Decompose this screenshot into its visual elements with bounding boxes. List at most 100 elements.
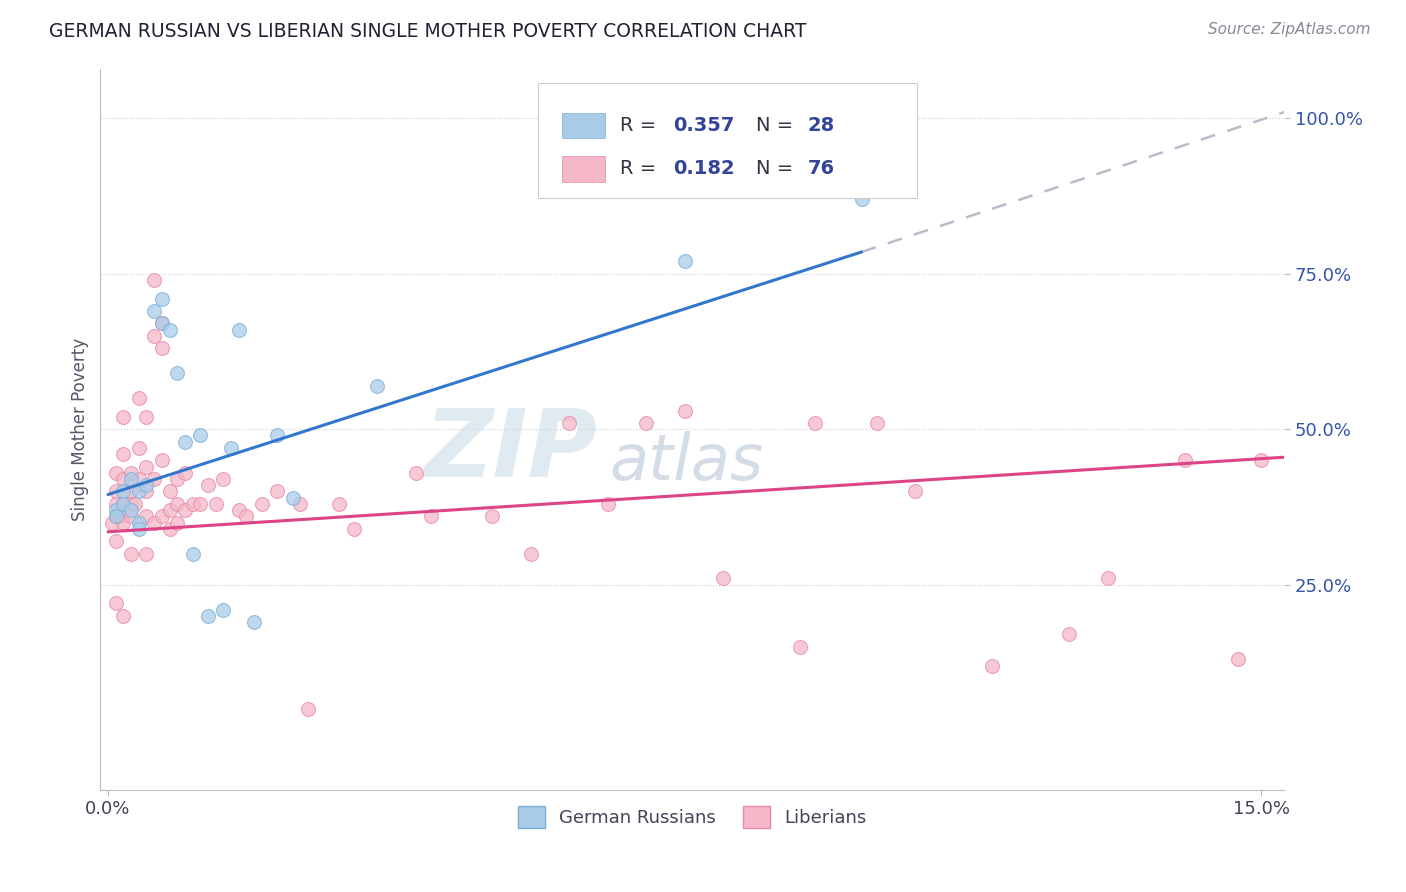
Point bbox=[266, 484, 288, 499]
Point bbox=[112, 409, 135, 424]
Point bbox=[150, 342, 173, 356]
Point bbox=[104, 534, 127, 549]
Point bbox=[128, 472, 150, 486]
Point bbox=[120, 503, 142, 517]
Point bbox=[128, 516, 150, 530]
Point bbox=[143, 273, 166, 287]
Point bbox=[112, 472, 135, 486]
Point bbox=[104, 509, 127, 524]
Point bbox=[120, 547, 142, 561]
Text: ZIP: ZIP bbox=[425, 405, 598, 497]
Point bbox=[166, 472, 188, 486]
Point bbox=[143, 516, 166, 530]
Point bbox=[197, 478, 219, 492]
Point bbox=[112, 497, 135, 511]
Point bbox=[150, 453, 173, 467]
Point bbox=[159, 484, 181, 499]
Point bbox=[150, 509, 173, 524]
Point bbox=[128, 522, 150, 536]
Point bbox=[128, 484, 150, 499]
Point bbox=[405, 466, 427, 480]
Point bbox=[1097, 572, 1119, 586]
Point bbox=[328, 497, 350, 511]
Point bbox=[150, 292, 173, 306]
Point bbox=[297, 702, 319, 716]
Text: N =: N = bbox=[756, 116, 800, 135]
Point bbox=[159, 503, 181, 517]
Point bbox=[343, 522, 366, 536]
Point bbox=[135, 459, 157, 474]
Text: 0.182: 0.182 bbox=[673, 160, 735, 178]
Point bbox=[188, 497, 211, 511]
Point bbox=[212, 602, 235, 616]
Point bbox=[120, 509, 142, 524]
Point bbox=[120, 466, 142, 480]
Point bbox=[120, 497, 142, 511]
Point bbox=[250, 497, 273, 511]
Point bbox=[204, 497, 226, 511]
FancyBboxPatch shape bbox=[562, 112, 605, 138]
Point bbox=[228, 323, 250, 337]
Point bbox=[128, 391, 150, 405]
Text: 76: 76 bbox=[807, 160, 834, 178]
Point bbox=[711, 572, 734, 586]
FancyBboxPatch shape bbox=[562, 156, 605, 182]
Point bbox=[135, 484, 157, 499]
Text: R =: R = bbox=[620, 116, 662, 135]
Point bbox=[150, 317, 173, 331]
Point bbox=[174, 434, 197, 449]
Point bbox=[104, 484, 127, 499]
Point bbox=[159, 323, 181, 337]
Point bbox=[243, 615, 266, 629]
Point bbox=[420, 509, 443, 524]
Point bbox=[174, 503, 197, 517]
Point bbox=[1227, 652, 1250, 666]
Point bbox=[120, 472, 142, 486]
Point bbox=[104, 509, 127, 524]
Text: Source: ZipAtlas.com: Source: ZipAtlas.com bbox=[1208, 22, 1371, 37]
Text: N =: N = bbox=[756, 160, 800, 178]
Point bbox=[366, 378, 388, 392]
Point bbox=[481, 509, 503, 524]
Point bbox=[673, 403, 696, 417]
Point bbox=[266, 428, 288, 442]
FancyBboxPatch shape bbox=[538, 83, 917, 198]
Text: atlas: atlas bbox=[610, 431, 763, 492]
Point bbox=[143, 304, 166, 318]
Point bbox=[135, 547, 157, 561]
Point bbox=[558, 416, 581, 430]
Point bbox=[104, 466, 127, 480]
Point bbox=[904, 484, 927, 499]
Point bbox=[135, 478, 157, 492]
Point bbox=[112, 447, 135, 461]
Point bbox=[1250, 453, 1272, 467]
Point bbox=[166, 516, 188, 530]
Point bbox=[212, 472, 235, 486]
Point bbox=[673, 254, 696, 268]
Point bbox=[866, 416, 889, 430]
Point bbox=[150, 317, 173, 331]
Point bbox=[219, 441, 242, 455]
Point bbox=[143, 329, 166, 343]
Point bbox=[235, 509, 257, 524]
Point bbox=[143, 472, 166, 486]
Point bbox=[124, 497, 146, 511]
Point bbox=[851, 192, 873, 206]
Text: GERMAN RUSSIAN VS LIBERIAN SINGLE MOTHER POVERTY CORRELATION CHART: GERMAN RUSSIAN VS LIBERIAN SINGLE MOTHER… bbox=[49, 22, 807, 41]
Point bbox=[596, 497, 619, 511]
Point bbox=[197, 608, 219, 623]
Point bbox=[520, 547, 543, 561]
Point bbox=[108, 509, 131, 524]
Point bbox=[104, 497, 127, 511]
Point bbox=[104, 596, 127, 610]
Point bbox=[101, 516, 124, 530]
Point bbox=[128, 441, 150, 455]
Point bbox=[1173, 453, 1195, 467]
Point bbox=[1057, 627, 1080, 641]
Point bbox=[181, 497, 204, 511]
Y-axis label: Single Mother Poverty: Single Mother Poverty bbox=[72, 338, 89, 521]
Point bbox=[166, 366, 188, 380]
Point bbox=[166, 497, 188, 511]
Point bbox=[281, 491, 304, 505]
Point bbox=[636, 416, 658, 430]
